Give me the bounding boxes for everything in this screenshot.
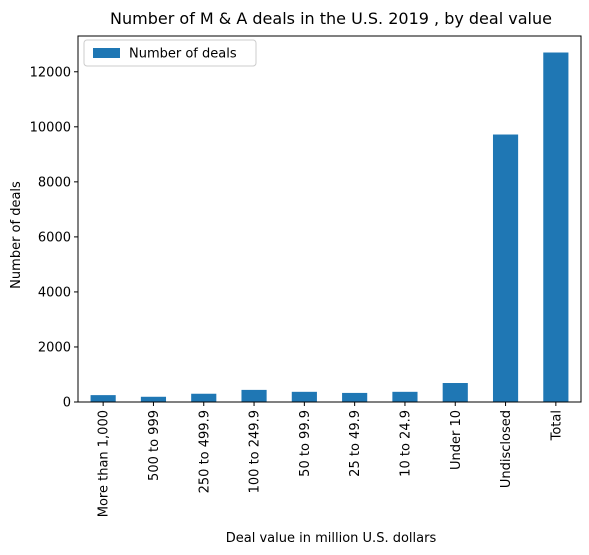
y-tick-label: 0 xyxy=(63,396,71,411)
x-tick-label: More than 1,000 xyxy=(97,410,112,517)
legend-swatch xyxy=(93,48,120,58)
x-tick-label: 50 to 99.9 xyxy=(298,410,313,477)
bar xyxy=(442,383,468,402)
bar xyxy=(543,52,569,402)
bar xyxy=(291,391,317,402)
bar xyxy=(90,395,116,402)
bar xyxy=(392,391,418,402)
x-tick-label: 10 to 24.9 xyxy=(398,410,413,477)
plot-area: 0 2000 4000 6000 8000 10000 12000 More than 1,0… xyxy=(30,35,582,517)
x-tick-label: Undisclosed xyxy=(499,410,514,488)
axes-frame xyxy=(77,35,582,403)
x-tick-label: 250 to 499.9 xyxy=(197,410,212,493)
y-tick-label: 8000 xyxy=(38,175,71,190)
y-tick-label: 2000 xyxy=(38,340,71,355)
y-tick-label: 10000 xyxy=(30,120,71,135)
chart-title: Number of M & A deals in the U.S. 2019 ,… xyxy=(110,9,552,28)
y-tick-label: 6000 xyxy=(38,230,71,245)
x-tick-label: 500 to 999 xyxy=(147,410,162,481)
legend-box xyxy=(83,39,257,67)
y-axis-label: Number of deals xyxy=(9,181,24,289)
y-tick-label: 4000 xyxy=(38,285,71,300)
bar xyxy=(140,396,167,402)
x-tick-label: 25 to 49.9 xyxy=(348,410,363,477)
legend-label: Number of deals xyxy=(129,47,237,62)
y-tick-label: 12000 xyxy=(30,65,71,80)
bar xyxy=(492,134,519,403)
bar xyxy=(241,389,267,402)
bar xyxy=(342,392,368,402)
x-tick-label: 100 to 249.9 xyxy=(248,410,263,493)
x-tick-label: Total xyxy=(549,410,564,441)
bar xyxy=(191,393,217,402)
x-tick-label: Under 10 xyxy=(449,410,464,470)
x-axis-label: Deal value in million U.S. dollars xyxy=(226,531,437,546)
